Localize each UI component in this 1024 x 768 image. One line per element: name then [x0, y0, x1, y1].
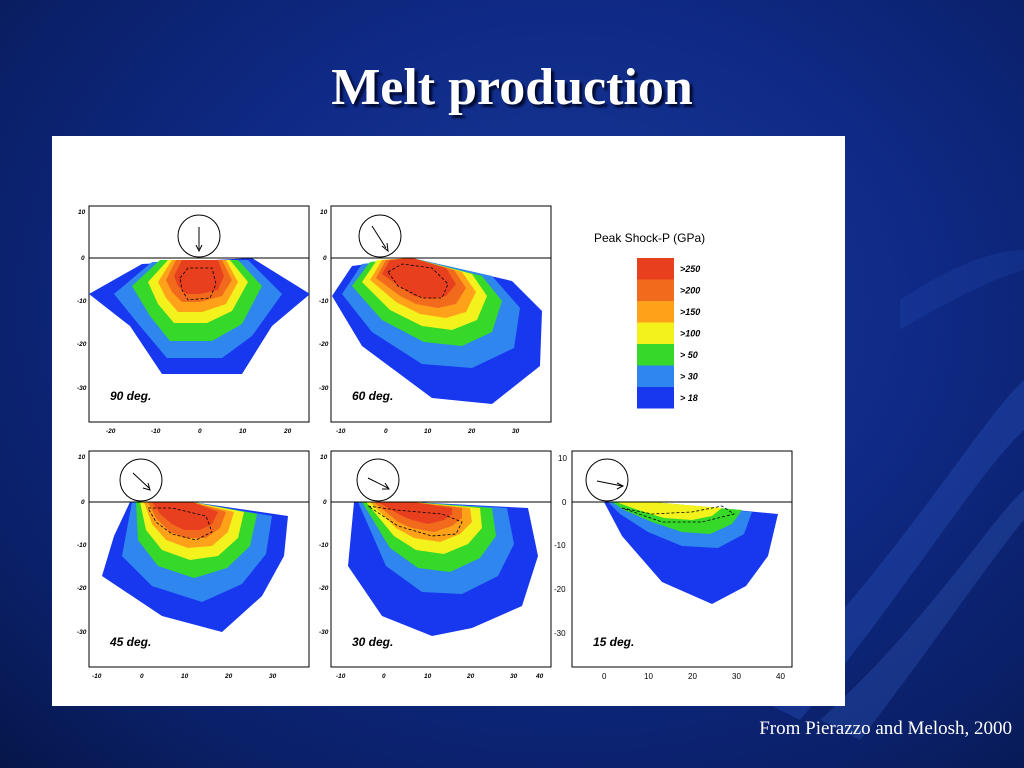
tick-label: -20	[77, 341, 87, 348]
shock-pressure-figure: 90 deg. -20 -10 0 10 20 10 0 -10 -20 -30	[77, 205, 793, 681]
tick-label: -10	[92, 673, 102, 680]
legend: Peak Shock-P (GPa) >250 >200 >150 >100 > 50 >…	[594, 231, 705, 409]
legend-title: Peak Shock-P (GPa)	[594, 231, 705, 245]
legend-label: > 50	[680, 350, 698, 360]
x-ticks: -10 0 10 20 30	[92, 673, 277, 680]
panel-label: 90 deg.	[110, 389, 151, 403]
tick-label: -10	[77, 542, 87, 549]
tick-label: 20	[466, 673, 475, 680]
tick-label: 10	[181, 673, 189, 680]
tick-label: -30	[77, 629, 87, 636]
tick-label: 10	[78, 209, 86, 216]
legend-label: >200	[680, 286, 700, 296]
tick-label: 0	[323, 255, 327, 262]
tick-label: 20	[688, 672, 697, 681]
y-ticks: 10 0 -10 -20 -30	[77, 209, 87, 392]
tick-label: 0	[323, 499, 327, 506]
tick-label: 0	[140, 673, 144, 680]
tick-label: -30	[319, 385, 329, 392]
tick-label: 10	[239, 428, 247, 435]
tick-label: 40	[535, 673, 544, 680]
tick-label: 20	[224, 673, 233, 680]
tick-label: 10	[424, 673, 432, 680]
x-ticks: 0 10 20 30 40	[602, 672, 785, 681]
tick-label: 10	[558, 454, 567, 463]
panel-45deg: 45 deg. -10 0 10 20 30 10 0 -10 -20 -30	[77, 450, 310, 680]
x-ticks: -10 0 10 20 30	[336, 428, 520, 435]
tick-label: 0	[81, 255, 85, 262]
tick-label: 30	[512, 428, 520, 435]
y-ticks: 10 0 -10 -20 -30	[77, 454, 87, 636]
y-ticks: 10 0 -10 -20 -30	[319, 454, 329, 636]
tick-label: -30	[77, 385, 87, 392]
tick-label: -20	[106, 428, 116, 435]
y-ticks: 10 0 -10 -20 -30	[554, 454, 567, 638]
tick-label: 30	[269, 673, 277, 680]
tick-label: 10	[644, 672, 653, 681]
tick-label: -20	[554, 585, 566, 594]
tick-label: 30	[732, 672, 741, 681]
tick-label: 40	[776, 672, 785, 681]
tick-label: -10	[554, 541, 566, 550]
panel-60deg: 60 deg. -10 0 10 20 30 10 0 -10 -20 -30	[319, 205, 552, 435]
legend-label: >250	[680, 264, 700, 274]
panel-90deg: 90 deg. -20 -10 0 10 20 10 0 -10 -20 -30	[77, 205, 310, 435]
legend-swatch	[637, 258, 674, 280]
legend-swatch	[637, 344, 674, 366]
legend-swatch	[637, 279, 674, 301]
slide-title: Melt production	[331, 59, 693, 116]
legend-label: > 30	[680, 372, 698, 382]
tick-label: 20	[467, 428, 476, 435]
legend-label: >100	[680, 329, 700, 339]
tick-label: -20	[319, 585, 329, 592]
legend-label: >150	[680, 307, 700, 317]
figure-panel: 90 deg. -20 -10 0 10 20 10 0 -10 -20 -30	[52, 136, 845, 706]
tick-label: 0	[384, 428, 388, 435]
legend-swatch	[637, 387, 674, 409]
legend-swatch	[637, 301, 674, 323]
tick-label: 30	[510, 673, 518, 680]
tick-label: -30	[554, 629, 566, 638]
legend-swatch	[637, 365, 674, 387]
citation: From Pierazzo and Melosh, 2000	[759, 718, 1012, 739]
panel-30deg: 30 deg. -10 0 10 20 30 40 10 0 -10 -20 -…	[319, 450, 552, 680]
legend-label: > 18	[680, 393, 698, 403]
x-ticks: -20 -10 0 10 20	[106, 428, 292, 435]
tick-label: -10	[319, 542, 329, 549]
tick-label: 20	[283, 428, 292, 435]
x-ticks: -10 0 10 20 30 40	[336, 673, 544, 680]
tick-label: -20	[319, 341, 329, 348]
tick-label: 10	[320, 209, 328, 216]
tick-label: -30	[319, 629, 329, 636]
tick-label: 0	[198, 428, 202, 435]
tick-label: -20	[77, 585, 87, 592]
panel-label: 45 deg.	[109, 635, 151, 649]
panel-15deg: 15 deg. 0 10 20 30 40 10 0 -10 -20 -30	[554, 450, 793, 681]
tick-label: -10	[77, 298, 87, 305]
tick-label: 0	[382, 673, 386, 680]
panel-label: 60 deg.	[352, 389, 393, 403]
y-ticks: 10 0 -10 -20 -30	[319, 209, 329, 392]
tick-label: -10	[336, 428, 346, 435]
tick-label: 0	[562, 498, 567, 507]
tick-label: 10	[320, 454, 328, 461]
tick-label: 0	[602, 672, 607, 681]
panel-label: 30 deg.	[352, 635, 393, 649]
tick-label: -10	[319, 298, 329, 305]
tick-label: -10	[151, 428, 161, 435]
tick-label: -10	[336, 673, 346, 680]
tick-label: 10	[78, 454, 86, 461]
tick-label: 10	[424, 428, 432, 435]
panel-label: 15 deg.	[593, 635, 634, 649]
tick-label: 0	[81, 499, 85, 506]
legend-swatch	[637, 322, 674, 344]
